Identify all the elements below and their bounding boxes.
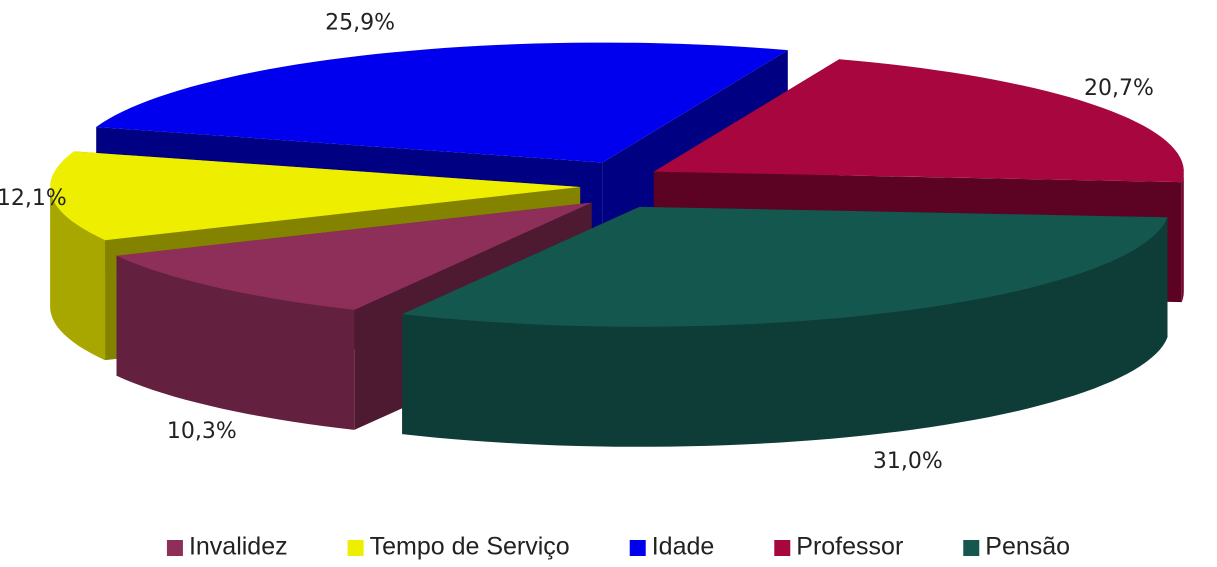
slice (116, 202, 592, 310)
legend-label: Pensão (985, 533, 1070, 561)
data-label: 12,1% (0, 186, 67, 211)
slice-wall (1181, 171, 1184, 303)
legend-swatch (629, 540, 646, 556)
legend-swatch (166, 540, 183, 556)
slice-wall (116, 255, 355, 430)
slice-wall (50, 187, 106, 361)
legend-label: Professor (796, 533, 903, 561)
slice-wall (402, 217, 1168, 447)
legend-label: Invalidez (189, 533, 288, 561)
data-label: 25,9% (325, 10, 395, 35)
data-label: 10,3% (167, 419, 237, 444)
legend-swatch (774, 540, 791, 556)
data-label: 20,7% (1084, 76, 1154, 101)
data-label: 31,0% (873, 449, 943, 474)
legend-label: Tempo de Serviço (370, 533, 570, 561)
legend: Invalidez Tempo de Serviço Idade Professor P… (166, 533, 1070, 561)
legend-label: Idade (652, 533, 715, 561)
slice (402, 206, 1168, 327)
legend-swatch (963, 540, 980, 556)
legend-swatch (347, 540, 364, 556)
slice (50, 151, 581, 241)
slice (653, 59, 1184, 183)
slice (96, 42, 788, 163)
